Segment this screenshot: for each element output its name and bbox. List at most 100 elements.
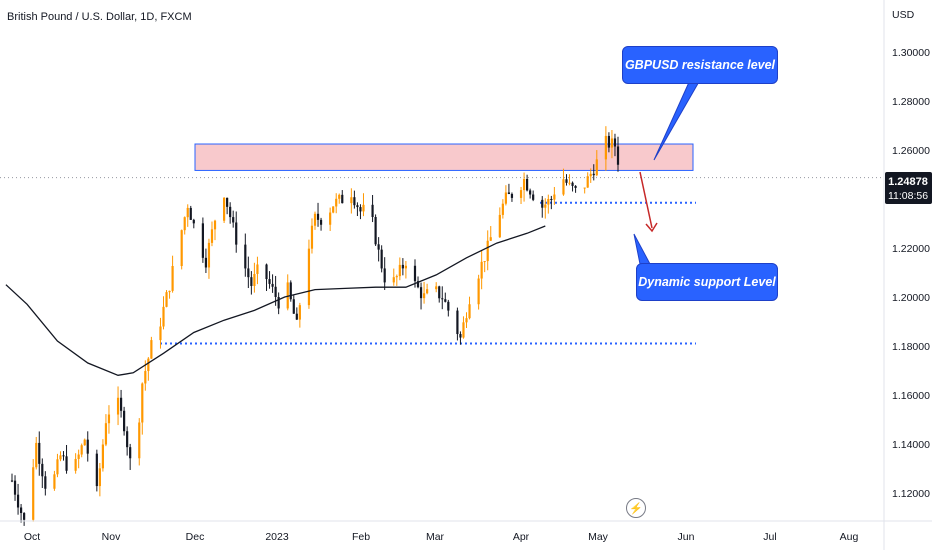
- candle-body: [604, 135, 607, 160]
- candle-body: [435, 286, 438, 290]
- candle-body: [553, 194, 556, 200]
- candle-body: [253, 273, 256, 286]
- candle-body: [562, 179, 565, 195]
- candle-body: [416, 281, 420, 288]
- candle-body: [329, 212, 332, 225]
- candle-body: [77, 454, 80, 459]
- candle-body: [104, 423, 108, 445]
- lightning-icon[interactable]: ⚡: [626, 498, 646, 518]
- x-tick-label: Dec: [186, 531, 205, 543]
- candle-body: [32, 467, 35, 520]
- chart-title: British Pound / U.S. Dollar, 1D, FXCM: [7, 11, 192, 23]
- candle-body: [23, 513, 26, 520]
- x-axis[interactable]: Oct Nov Dec 2023 Feb Mar Apr May Jun Jul Aug: [24, 531, 859, 543]
- candle-body: [595, 159, 598, 176]
- y-tick-label: 1.18000: [892, 341, 930, 353]
- candle-body: [138, 422, 141, 459]
- candle-body: [477, 278, 480, 305]
- y-tick-label: 1.30000: [892, 47, 930, 59]
- candle-body: [223, 197, 226, 221]
- y-tick-label: 1.22000: [892, 243, 930, 255]
- candle-body: [586, 176, 589, 188]
- x-tick-label: Jun: [678, 531, 695, 543]
- candle-body: [171, 266, 174, 291]
- x-tick-label: Mar: [426, 531, 445, 543]
- candle-body: [107, 414, 111, 424]
- candle-body: [419, 287, 423, 299]
- candle-body: [541, 199, 544, 208]
- candle-body: [265, 264, 268, 280]
- candle-body: [144, 371, 147, 384]
- candle-body: [338, 194, 341, 199]
- candle-body: [56, 459, 59, 475]
- candle-body: [59, 455, 62, 460]
- candle-body: [168, 290, 171, 293]
- resistance-zone[interactable]: [194, 143, 694, 171]
- countdown-value: 11:08:56: [888, 190, 928, 202]
- candle-body: [607, 135, 611, 148]
- y-axis[interactable]: 1.12000 1.14000 1.16000 1.18000 1.20000 1.220…: [892, 47, 930, 500]
- resistance-callout[interactable]: GBPUSD resistance level: [622, 46, 778, 84]
- candle-body: [374, 216, 377, 245]
- candle-body: [35, 442, 38, 468]
- currency-label: USD: [892, 9, 915, 21]
- candle-body: [353, 197, 356, 206]
- candle-body: [207, 242, 211, 268]
- candle-body: [186, 207, 189, 218]
- support-callout[interactable]: Dynamic support Level: [636, 263, 778, 301]
- candle-body: [332, 206, 335, 213]
- candle-body: [574, 185, 577, 188]
- last-price-label[interactable]: 1.24878 11:08:56: [885, 172, 932, 204]
- candle-body: [19, 507, 23, 514]
- y-tick-label: 1.20000: [892, 292, 930, 304]
- candle-body: [550, 198, 553, 200]
- candle-body: [441, 298, 444, 300]
- candle-body: [256, 264, 259, 274]
- candle-body: [201, 223, 204, 258]
- candle-body: [183, 217, 186, 231]
- candle-body: [489, 237, 492, 241]
- candle-body: [83, 439, 86, 446]
- candle-body: [316, 213, 320, 220]
- x-tick-label: Jul: [763, 531, 776, 543]
- candle-body: [180, 230, 183, 267]
- x-tick-label: Nov: [102, 531, 121, 543]
- candle-body: [150, 340, 153, 359]
- candle-body: [444, 299, 447, 302]
- candle-body: [571, 182, 574, 186]
- candle-body: [529, 190, 532, 195]
- candle-body: [116, 397, 120, 415]
- x-tick-label: Feb: [352, 531, 370, 543]
- candle-body: [86, 439, 89, 454]
- candle-body: [413, 265, 417, 282]
- candle-body: [404, 265, 407, 269]
- candle-body: [80, 445, 83, 455]
- candle-body: [359, 207, 362, 212]
- candle-body: [610, 138, 614, 148]
- candle-body: [341, 194, 344, 204]
- candle-body: [62, 455, 65, 457]
- candle-body: [335, 198, 338, 207]
- candle-body: [422, 293, 426, 299]
- candle-body: [510, 193, 514, 198]
- candle-body: [483, 261, 486, 263]
- annotation-arrows: [633, 79, 701, 265]
- candle-body: [498, 214, 501, 238]
- support-callout-text: Dynamic support Level: [638, 275, 776, 289]
- candle-body: [462, 322, 465, 338]
- candle-body: [507, 192, 511, 194]
- candle-body: [232, 217, 235, 223]
- y-tick-label: 1.12000: [892, 488, 930, 500]
- y-tick-label: 1.14000: [892, 439, 930, 451]
- candle-body: [235, 222, 238, 245]
- candle-body: [65, 456, 68, 471]
- candle-body: [307, 248, 311, 306]
- candle-body: [377, 244, 380, 250]
- candle-body: [398, 264, 401, 277]
- candle-body: [395, 276, 398, 278]
- candle-body: [544, 204, 547, 208]
- candle-body: [350, 197, 353, 204]
- candle-body: [547, 198, 550, 205]
- candle-body: [504, 192, 507, 204]
